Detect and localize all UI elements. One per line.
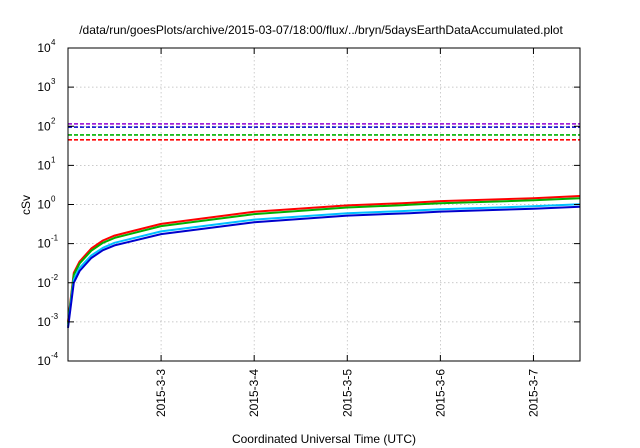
chart-title: /data/run/goesPlots/archive/2015-03-07/1… — [79, 23, 563, 37]
y-tick-label: 10 — [37, 158, 51, 172]
y-tick-label: 10 — [37, 41, 51, 55]
y-tick-exponent: -1 — [51, 234, 59, 243]
y-tick-exponent: -2 — [51, 273, 59, 282]
y-tick-label: 10 — [37, 198, 51, 212]
y-tick-label: 10 — [37, 354, 51, 368]
x-axis-label: Coordinated Universal Time (UTC) — [232, 432, 416, 446]
series-lines — [67, 195, 581, 329]
series-line — [67, 203, 581, 326]
x-tick-label: 2015-3-7 — [526, 369, 540, 417]
y-tick-exponent: 1 — [51, 155, 56, 164]
reference-lines — [68, 123, 580, 141]
series-line — [67, 195, 581, 323]
x-tick-label: 2015-3-6 — [433, 369, 447, 417]
series-line — [67, 197, 581, 324]
x-tick-label: 2015-3-4 — [247, 369, 261, 417]
y-tick-label: 10 — [37, 315, 51, 329]
y-tick-label: 10 — [37, 237, 51, 251]
y-tick-exponent: -4 — [51, 351, 59, 360]
x-axis-ticks: 2015-3-3 2015-3-4 2015-3-5 2015-3-6 2015-3-7 — [154, 48, 540, 417]
series-line — [67, 205, 581, 329]
y-tick-label: 10 — [37, 80, 51, 94]
y-tick-label: 10 — [37, 119, 51, 133]
x-tick-label: 2015-3-3 — [154, 369, 168, 417]
y-tick-exponent: 3 — [51, 77, 56, 86]
y-axis-label: cSv — [19, 195, 33, 215]
grid — [68, 48, 580, 361]
y-tick-exponent: 2 — [51, 116, 56, 125]
y-tick-exponent: 0 — [51, 195, 56, 204]
y-tick-exponent: 4 — [51, 38, 56, 47]
y-tick-exponent: -3 — [51, 312, 59, 321]
x-tick-label: 2015-3-5 — [340, 369, 354, 417]
y-tick-label: 10 — [37, 276, 51, 290]
